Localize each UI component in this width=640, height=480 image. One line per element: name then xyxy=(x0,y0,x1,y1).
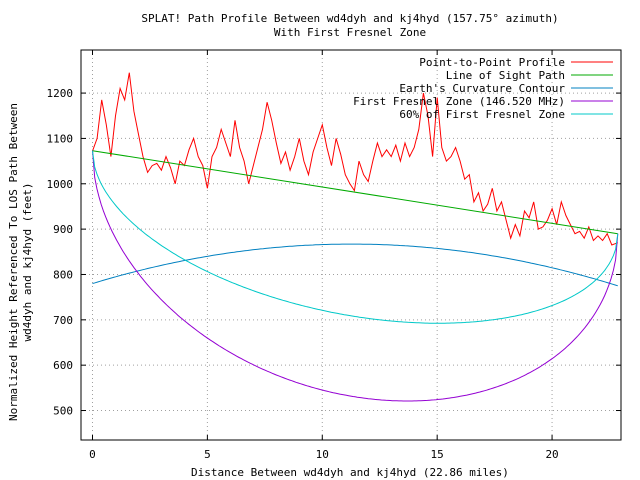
series-line-1 xyxy=(92,150,618,235)
x-tick-label: 20 xyxy=(545,448,558,461)
legend-label: 60% of First Fresnel Zone xyxy=(399,108,565,121)
y-tick-label: 1100 xyxy=(47,132,74,145)
y-axis-label-line1: Normalized Height Referenced To LOS Path… xyxy=(7,103,20,421)
legend-label: First Fresnel Zone (146.520 MHz) xyxy=(353,95,565,108)
legend-label: Line of Sight Path xyxy=(446,69,565,82)
axis-ticks: 0 5 10 15 20 500 600 700 800 900 1000 1100 1200 xyxy=(47,50,621,461)
y-tick-label: 800 xyxy=(53,268,73,281)
y-tick-label: 1000 xyxy=(47,178,74,191)
y-tick-label: 1200 xyxy=(47,87,74,100)
y-axis-label-line2: wd4dyh and kj4hyd (feet) xyxy=(21,183,34,342)
y-tick-label: 900 xyxy=(53,223,73,236)
legend-label: Point-to-Point Profile xyxy=(419,56,565,69)
y-tick-label: 500 xyxy=(53,405,73,418)
series-line-3 xyxy=(92,150,619,402)
chart-title: SPLAT! Path Profile Between wd4dyh and k… xyxy=(141,12,558,25)
x-tick-label: 10 xyxy=(316,448,329,461)
y-tick-label: 700 xyxy=(53,314,73,327)
series-line-4 xyxy=(92,150,619,324)
x-axis-label: Distance Between wd4dyh and kj4hyd (22.8… xyxy=(191,466,509,479)
grid-lines xyxy=(81,50,621,440)
series-line-2 xyxy=(92,243,618,287)
plot-border xyxy=(80,49,622,441)
y-tick-label: 600 xyxy=(53,359,73,372)
series-lines xyxy=(92,72,619,402)
series-line-0 xyxy=(92,72,618,246)
chart-subtitle: With First Fresnel Zone xyxy=(274,26,426,39)
x-tick-label: 0 xyxy=(89,448,96,461)
x-tick-label: 15 xyxy=(431,448,444,461)
legend-label: Earth's Curvature Contour xyxy=(399,82,565,95)
x-tick-label: 5 xyxy=(204,448,211,461)
